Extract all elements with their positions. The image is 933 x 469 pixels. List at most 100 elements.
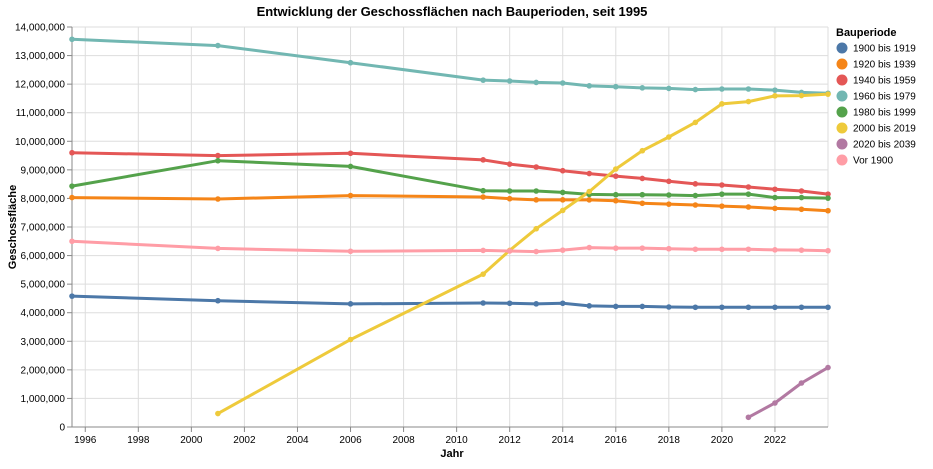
data-point-1920-bis-1939 [586,197,593,203]
data-point-1900-bis-1919 [559,300,566,307]
data-point-1900-bis-1919 [772,304,778,311]
data-point-vor-1900 [639,245,646,251]
data-point-vor-1900 [586,244,593,251]
y-tick-label: 5,000,000 [21,280,66,291]
series-line-1900-bis-1919 [70,294,830,309]
data-point-2000-bis-2019 [639,147,646,154]
data-point-1980-bis-1999 [69,183,75,189]
data-point-1900-bis-1919 [506,300,513,307]
data-point-vor-1900 [612,245,619,251]
data-point-1920-bis-1939 [825,207,831,214]
data-point-2000-bis-2019 [533,225,540,232]
legend-title: Bauperiode [836,27,897,39]
data-point-1940-bis-1959 [69,149,75,156]
data-point-1940-bis-1959 [825,191,831,197]
data-point-1980-bis-1999 [533,188,540,194]
data-point-vor-1900 [559,247,566,253]
y-tick-label: 4,000,000 [21,308,66,319]
data-point-2000-bis-2019 [559,207,566,214]
y-tick-label: 14,000,000 [15,23,65,34]
data-point-vor-1900 [480,247,486,254]
legend-symbol-2020-bis-2039 [836,138,848,150]
data-point-1940-bis-1959 [612,173,619,179]
data-point-vor-1900 [772,247,778,253]
data-point-1960-bis-1979 [347,59,354,66]
data-point-1920-bis-1939 [215,196,221,202]
grid [72,26,829,428]
series-line-1940-bis-1959 [70,151,830,196]
data-point-2000-bis-2019 [798,92,805,99]
data-point-1960-bis-1979 [215,42,221,49]
y-tick-label: 9,000,000 [21,165,66,176]
legend-symbol-1960-bis-1979 [836,90,848,102]
y-tick-label: 8,000,000 [21,194,66,205]
legend-label-1900-bis-1919: 1900 bis 1919 [853,44,916,55]
data-point-2000-bis-2019 [480,271,486,277]
data-point-1980-bis-1999 [506,188,513,194]
x-tick-label: 2016 [605,435,628,446]
legend-label-2000-bis-2019: 2000 bis 2019 [853,124,916,135]
series-lines [70,37,830,419]
data-point-1920-bis-1939 [772,205,778,212]
y-tick-label: 0 [59,423,65,434]
y-tick-label: 3,000,000 [21,337,66,348]
data-point-1940-bis-1959 [506,161,513,167]
data-point-1900-bis-1919 [480,300,486,306]
data-point-2000-bis-2019 [772,93,778,99]
data-point-2000-bis-2019 [825,91,831,97]
data-point-1960-bis-1979 [666,85,672,92]
y-tick-label: 1,000,000 [21,394,66,405]
x-tick-label: 2020 [711,435,734,446]
legend-symbol-vor-1900 [836,154,848,166]
data-point-1940-bis-1959 [559,167,566,174]
data-point-1940-bis-1959 [586,170,593,177]
x-tick-label: 2000 [180,435,203,446]
series-line-2020-bis-2039 [746,366,830,419]
y-axis-title: Geschossfläche [7,185,19,269]
data-point-vor-1900 [533,248,540,255]
data-point-1940-bis-1959 [745,184,752,190]
x-tick-label: 1998 [127,435,150,446]
x-tick-label: 2012 [499,435,522,446]
data-point-1900-bis-1919 [639,303,646,310]
y-tick-label: 13,000,000 [15,51,65,62]
legend-symbol-1900-bis-1919 [836,42,848,54]
data-point-1920-bis-1939 [612,197,619,204]
data-point-vor-1900 [69,238,75,245]
x-tick-label: 2014 [552,435,575,446]
chart-title: Entwicklung der Geschossflächen nach Bau… [257,4,648,19]
data-point-2020-bis-2039 [798,380,805,386]
series-line-2000-bis-2019 [216,92,830,416]
data-point-1940-bis-1959 [639,175,646,182]
x-tick-label: 2022 [764,435,787,446]
legend-label-1920-bis-1939: 1920 bis 1939 [853,60,916,71]
data-point-2000-bis-2019 [347,336,354,343]
data-point-1980-bis-1999 [666,192,672,198]
data-point-2000-bis-2019 [586,188,593,195]
data-point-1960-bis-1979 [480,77,486,83]
data-point-2020-bis-2039 [772,400,778,406]
y-tick-label: 10,000,000 [15,137,65,148]
data-point-1960-bis-1979 [506,78,513,84]
data-point-1900-bis-1919 [215,297,221,304]
data-point-1920-bis-1939 [69,194,75,201]
x-tick-label: 2018 [658,435,681,446]
x-tick-label: 2010 [446,435,469,446]
data-point-1940-bis-1959 [666,178,672,185]
legend-label-1960-bis-1979: 1960 bis 1979 [853,92,916,103]
y-tick-label: 11,000,000 [16,108,66,119]
series-line-vor-1900 [70,239,830,254]
legend-label-1940-bis-1959: 1940 bis 1959 [853,76,916,87]
data-point-vor-1900 [347,248,354,255]
x-tick-label: 2006 [339,435,362,446]
data-point-1900-bis-1919 [586,303,593,309]
data-point-1960-bis-1979 [533,79,540,86]
series-line-1960-bis-1979 [70,37,830,95]
legend: Bauperiode 1900 bis 1919 1920 bis 1939 194… [836,27,916,167]
x-axis-title: Jahr [440,448,464,460]
data-point-1940-bis-1959 [692,181,699,187]
data-point-vor-1900 [719,246,725,253]
data-point-1960-bis-1979 [612,83,619,90]
